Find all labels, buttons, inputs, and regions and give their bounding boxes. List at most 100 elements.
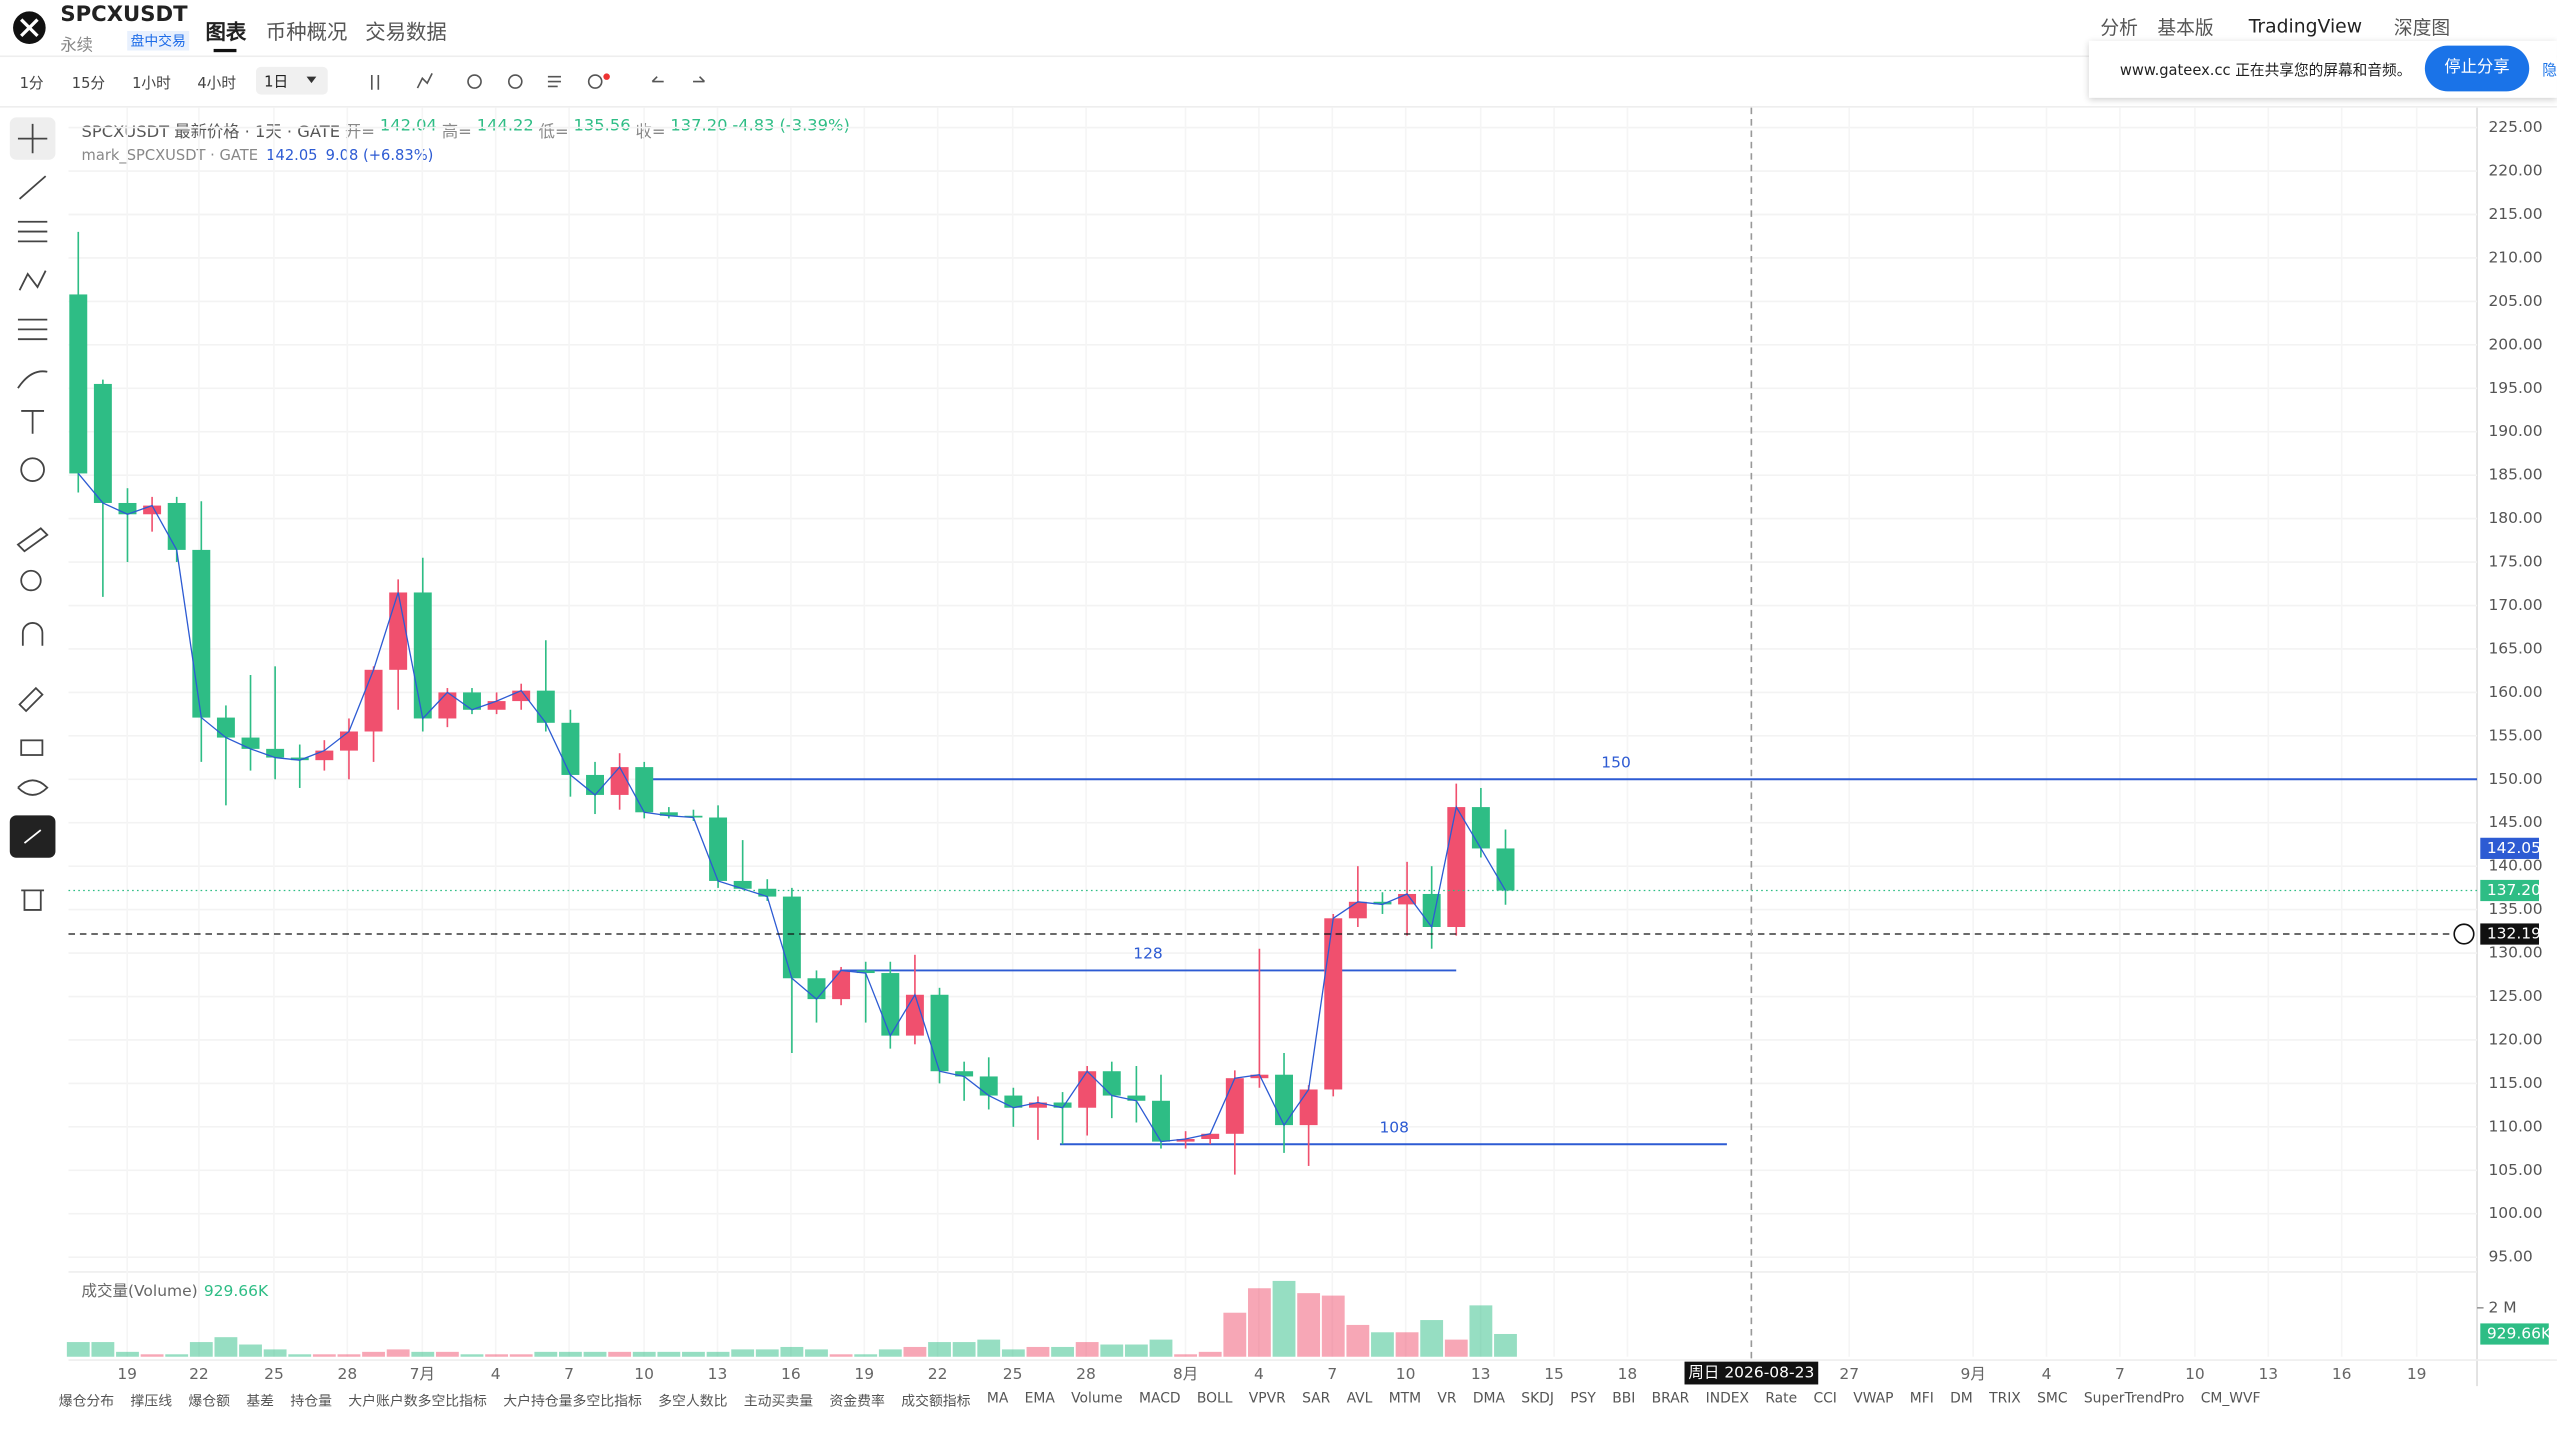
volume-bar bbox=[1395, 1332, 1419, 1357]
candle-body bbox=[143, 505, 162, 515]
link[interactable]: 分析 bbox=[2100, 16, 2138, 40]
mark-price-line bbox=[77, 473, 1507, 1143]
volume-bar bbox=[805, 1349, 828, 1357]
indicator-tab[interactable]: MFI bbox=[1909, 1390, 1934, 1408]
volume-bar bbox=[657, 1351, 681, 1357]
indicator-tab[interactable]: 爆仓额 bbox=[188, 1394, 231, 1411]
divider bbox=[0, 105, 2557, 108]
y-tick-label: 105.00 bbox=[2488, 1161, 2542, 1179]
candle-body bbox=[979, 1076, 998, 1096]
volume-bar bbox=[165, 1354, 189, 1357]
indicator-tab[interactable]: VWAP bbox=[1853, 1390, 1894, 1408]
indicator-tab[interactable]: MACD bbox=[1139, 1390, 1181, 1408]
level-label: 150 bbox=[1601, 753, 1631, 771]
x-tick-label: 22 bbox=[928, 1365, 948, 1383]
y-tick-label: 100.00 bbox=[2488, 1204, 2542, 1222]
link[interactable]: 深度图 bbox=[2393, 16, 2451, 40]
indicator-tab[interactable]: EMA bbox=[1024, 1390, 1055, 1408]
indicator-tab[interactable]: VPVR bbox=[1248, 1390, 1286, 1408]
tab[interactable]: 交易数据 bbox=[365, 19, 447, 45]
level-label: 128 bbox=[1133, 945, 1163, 963]
y-tick-label: 185.00 bbox=[2488, 466, 2542, 484]
interval-selected[interactable]: 1日 bbox=[256, 66, 328, 95]
candle-body bbox=[1176, 1139, 1195, 1142]
volume-tag bbox=[2480, 1323, 2549, 1345]
indicator-tab[interactable]: SAR bbox=[1302, 1390, 1331, 1408]
candle-body bbox=[1152, 1100, 1170, 1142]
volume-bar bbox=[559, 1351, 582, 1357]
candle-body bbox=[487, 701, 506, 710]
indicator-tab[interactable]: BRAR bbox=[1651, 1390, 1690, 1408]
volume-bar bbox=[977, 1339, 1001, 1357]
x-tick-label: 7月 bbox=[410, 1365, 435, 1383]
indicator-tab[interactable]: VR bbox=[1437, 1390, 1457, 1408]
indicator-tab[interactable]: MA bbox=[986, 1390, 1009, 1408]
indicator-tab[interactable]: SKDJ bbox=[1521, 1390, 1554, 1408]
volume-bar bbox=[288, 1354, 312, 1357]
candle-body bbox=[881, 973, 900, 1036]
indicator-tab[interactable]: TRIX bbox=[1989, 1390, 2021, 1408]
x-tick-label: 16 bbox=[781, 1365, 801, 1383]
volume-bar bbox=[337, 1354, 361, 1357]
indicator-tab[interactable]: AVL bbox=[1346, 1390, 1373, 1408]
indicator-tab[interactable]: MTM bbox=[1388, 1390, 1422, 1408]
indicator-tab[interactable]: 持仓量 bbox=[290, 1394, 332, 1411]
y-tick-label: 155.00 bbox=[2488, 726, 2542, 744]
volume-bar bbox=[1346, 1324, 1370, 1357]
candle-body bbox=[1348, 901, 1367, 919]
indicator-tab[interactable]: 爆仓分布 bbox=[58, 1394, 115, 1411]
indicator-tab[interactable]: PSY bbox=[1570, 1390, 1596, 1408]
price-tag bbox=[2480, 837, 2539, 859]
indicator-tab[interactable]: 大户持仓量多空比指标 bbox=[503, 1394, 642, 1411]
volume-bar bbox=[632, 1351, 656, 1357]
indicator-tab[interactable]: 主动买卖量 bbox=[743, 1394, 814, 1411]
symbol[interactable]: SPCXUSDT bbox=[60, 3, 188, 28]
stop-share-button[interactable]: 停止分享 bbox=[2424, 45, 2530, 92]
indicator-tab[interactable]: 基差 bbox=[246, 1394, 275, 1411]
y-tick-label: 140.00 bbox=[2488, 857, 2542, 875]
candle-body bbox=[758, 888, 777, 897]
indicator-tab[interactable]: BOLL bbox=[1196, 1390, 1233, 1408]
indicator-tab[interactable]: CCI bbox=[1813, 1390, 1837, 1408]
indicator-tab[interactable]: DMA bbox=[1472, 1390, 1505, 1408]
indicator-tab[interactable]: Rate bbox=[1765, 1390, 1798, 1408]
indicator-tab[interactable]: INDEX bbox=[1705, 1390, 1750, 1408]
x-tick-label: 13 bbox=[1471, 1365, 1491, 1383]
hide-link[interactable]: 隐 bbox=[2542, 63, 2557, 80]
indicator-tab[interactable]: 成交额指标 bbox=[901, 1394, 971, 1411]
indicator-tab[interactable]: DM bbox=[1950, 1390, 1973, 1408]
indicator-tab[interactable]: CM_WVF bbox=[2200, 1390, 2261, 1408]
mark-legend: mark_SPCXUSDT · GATE 142.05 9.08 (+6.83%… bbox=[82, 148, 434, 164]
interval[interactable]: 1分 bbox=[19, 76, 44, 93]
indicator-tab[interactable]: SMC bbox=[2037, 1390, 2068, 1408]
volume-bar bbox=[1075, 1342, 1099, 1357]
x-tick-label: 7 bbox=[2115, 1365, 2125, 1383]
indicator-tab[interactable]: 撑压线 bbox=[130, 1394, 173, 1411]
tab[interactable]: 币种概况 bbox=[265, 19, 348, 45]
indicator-tab[interactable]: Volume bbox=[1071, 1390, 1123, 1408]
volume-bar bbox=[534, 1351, 558, 1357]
interval[interactable]: 1小时 bbox=[132, 76, 171, 93]
candle-body bbox=[635, 767, 654, 813]
indicator-tab[interactable]: SuperTrendPro bbox=[2083, 1390, 2185, 1408]
indicator-tab[interactable]: BBI bbox=[1612, 1390, 1636, 1408]
y-tick-label: 205.00 bbox=[2488, 292, 2542, 310]
volume-bar bbox=[362, 1351, 385, 1357]
x-tick-label: 19 bbox=[2407, 1365, 2427, 1383]
indicator-tab[interactable]: 资金费率 bbox=[829, 1394, 885, 1411]
interval[interactable]: 15分 bbox=[71, 76, 106, 93]
legend-value: 135.56 bbox=[573, 117, 631, 136]
y-tick-label: 195.00 bbox=[2488, 379, 2542, 397]
indicator-tab[interactable]: 多空人数比 bbox=[658, 1394, 728, 1411]
candle-body bbox=[536, 690, 555, 723]
tab[interactable]: 图表 bbox=[205, 19, 247, 45]
link[interactable]: TradingView bbox=[2248, 14, 2363, 38]
link[interactable]: 基本版 bbox=[2157, 16, 2214, 40]
volume-bar bbox=[1198, 1351, 1222, 1357]
candle-body bbox=[1447, 807, 1466, 927]
candle-body bbox=[1324, 918, 1343, 1090]
indicator-tab[interactable]: 大户账户数多空比指标 bbox=[348, 1394, 487, 1411]
volume-bar bbox=[780, 1346, 804, 1357]
divider bbox=[0, 55, 2557, 58]
interval[interactable]: 4小时 bbox=[197, 76, 237, 93]
